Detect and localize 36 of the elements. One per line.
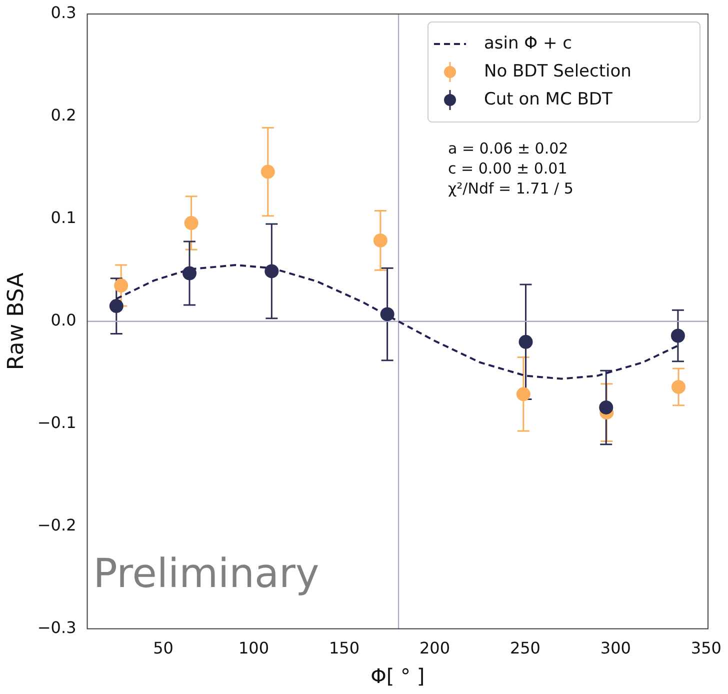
point: [114, 278, 128, 293]
x-tick-label: 300: [600, 638, 631, 658]
y-axis-title: Raw BSA: [4, 272, 29, 370]
point: [380, 307, 394, 322]
y-tick-label: 0.1: [50, 208, 76, 228]
y-tick-label: 0.2: [50, 106, 76, 125]
y-tick-label: −0.3: [37, 618, 76, 637]
x-axis-title: Φ[ ° ]: [370, 664, 425, 688]
legend-label: asin Φ + c: [484, 33, 572, 54]
legend-label: No BDT Selection: [484, 61, 632, 82]
x-tick-label: 150: [328, 638, 360, 658]
x-tick-label: 50: [153, 638, 174, 658]
x-tick-label: 250: [510, 638, 540, 658]
annotation: a = 0.06 ± 0.02: [448, 139, 568, 158]
legend-label: Cut on MC BDT: [484, 89, 613, 110]
annotation: χ²/Ndf = 1.71 / 5: [448, 179, 574, 198]
x-tick-label: 350: [690, 638, 722, 658]
point: [264, 264, 279, 278]
y-tick-label: −0.1: [37, 413, 76, 432]
point: [109, 299, 124, 314]
point: [260, 164, 275, 179]
point: [670, 328, 685, 343]
y-tick-label: 0.3: [50, 3, 76, 22]
point: [518, 334, 533, 349]
point: [672, 380, 686, 394]
point: [516, 387, 530, 402]
y-tick-label: −0.2: [37, 515, 76, 534]
annotation: c = 0.00 ± 0.01: [448, 159, 568, 178]
point: [182, 266, 197, 280]
x-tick-label: 100: [238, 638, 270, 658]
x-tick-label: 200: [419, 638, 450, 658]
y-tick-label: 0.0: [50, 310, 76, 330]
point: [373, 233, 388, 248]
point: [599, 400, 614, 414]
annotation: Preliminary: [93, 550, 320, 597]
point: [184, 216, 198, 230]
